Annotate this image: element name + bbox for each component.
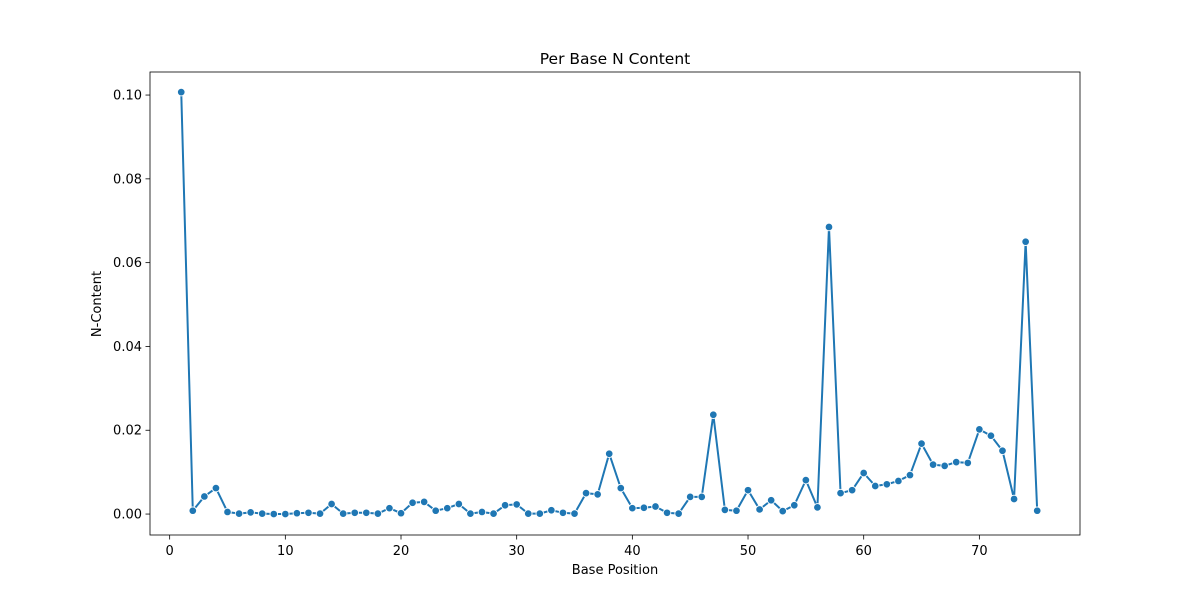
data-point (651, 502, 660, 511)
data-point (628, 503, 637, 513)
data-point (813, 503, 822, 512)
y-tick-label: 0.10 (113, 89, 142, 104)
data-point (581, 488, 591, 498)
data-point (523, 509, 533, 518)
x-tick-label: 0 (166, 544, 174, 559)
data-point (616, 483, 626, 493)
data-point (720, 505, 730, 515)
data-point (662, 508, 672, 518)
data-point (917, 439, 926, 448)
data-point (500, 501, 510, 510)
data-point (998, 446, 1007, 456)
data-point (454, 499, 464, 509)
data-point (986, 431, 996, 440)
plot-frame (149, 71, 1081, 536)
data-point (894, 476, 903, 486)
data-point (338, 509, 348, 518)
data-point (535, 509, 545, 518)
data-point (327, 499, 336, 509)
data-point (257, 509, 267, 518)
data-point (223, 507, 232, 517)
data-point (975, 425, 984, 434)
y-tick-label: 0.00 (113, 508, 142, 523)
y-tick-label: 0.06 (113, 256, 142, 271)
data-point (685, 492, 695, 502)
data-point (373, 509, 383, 518)
data-point (315, 509, 325, 518)
x-tick-label: 50 (740, 544, 757, 559)
data-point (1032, 506, 1042, 515)
data-point (385, 503, 394, 513)
x-tick-label: 40 (624, 544, 641, 559)
y-tick-label: 0.04 (113, 340, 142, 355)
data-point (466, 509, 475, 518)
data-point (269, 509, 279, 519)
data-point (176, 87, 186, 97)
y-tick-label: 0.08 (113, 172, 142, 187)
data-point (547, 506, 556, 515)
data-point (778, 506, 787, 516)
data-point (188, 506, 198, 515)
data-point (824, 222, 834, 232)
data-point (940, 461, 949, 471)
x-tick-label: 20 (393, 544, 410, 559)
data-point (570, 509, 579, 518)
x-tick-label: 70 (971, 544, 988, 559)
x-tick-label: 10 (277, 544, 294, 559)
data-point (766, 495, 776, 505)
data-point (281, 509, 290, 519)
data-point (489, 509, 498, 518)
data-point (951, 457, 961, 467)
data-point (755, 505, 764, 514)
data-point (558, 508, 568, 518)
data-point (419, 497, 429, 507)
series-group (176, 87, 1042, 519)
chart-title: Per Base N Content (540, 50, 690, 68)
data-point (905, 470, 915, 480)
data-point (246, 508, 255, 517)
data-point (234, 509, 244, 518)
data-point (431, 506, 440, 515)
x-tick-label: 30 (508, 544, 525, 559)
data-point (732, 506, 741, 515)
data-point (1021, 237, 1030, 246)
data-point (743, 485, 753, 495)
axis-ticks: 0 10 20 30 40 50 60 70 0.00 0.02 0.04 0.06 0.08 0.10 (113, 89, 988, 559)
data-point (859, 468, 868, 478)
data-point (697, 492, 707, 502)
data-point (304, 508, 313, 518)
data-point (790, 501, 799, 510)
data-point (211, 483, 221, 493)
data-point (639, 503, 649, 513)
data-point (200, 492, 209, 501)
y-axis-title: N-Content (90, 271, 105, 337)
data-point (477, 507, 487, 517)
data-point (963, 458, 973, 468)
data-point (408, 498, 417, 507)
data-point (512, 500, 521, 509)
data-point (882, 480, 892, 489)
data-point (709, 410, 718, 419)
x-tick-label: 60 (855, 544, 872, 559)
data-point (928, 460, 938, 469)
plot-area (150, 72, 1080, 535)
data-point (292, 508, 302, 518)
data-point (801, 475, 811, 485)
data-point (443, 503, 452, 513)
x-axis-title: Base Position (572, 563, 658, 578)
data-point (1009, 494, 1019, 504)
data-point (836, 488, 845, 498)
data-point (396, 508, 406, 518)
data-point (871, 481, 880, 491)
y-tick-label: 0.02 (113, 424, 142, 439)
data-point (593, 490, 602, 499)
data-point (674, 509, 683, 518)
data-point (350, 508, 359, 518)
data-point (362, 508, 371, 518)
data-point (847, 485, 857, 495)
data-point (604, 449, 614, 458)
